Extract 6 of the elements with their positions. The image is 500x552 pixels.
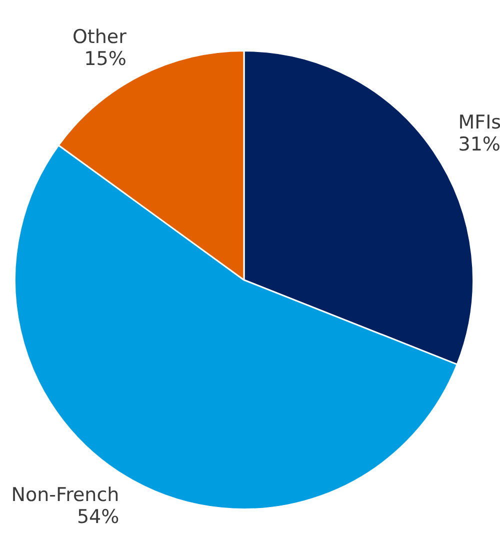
slice-label: Other <box>72 26 127 48</box>
data-label: 31% <box>458 133 500 156</box>
slice-label: MFIs <box>458 111 500 134</box>
data-label: 54% <box>76 506 120 528</box>
data-label: 15% <box>84 48 126 70</box>
slice-label: Non-French <box>11 484 120 506</box>
